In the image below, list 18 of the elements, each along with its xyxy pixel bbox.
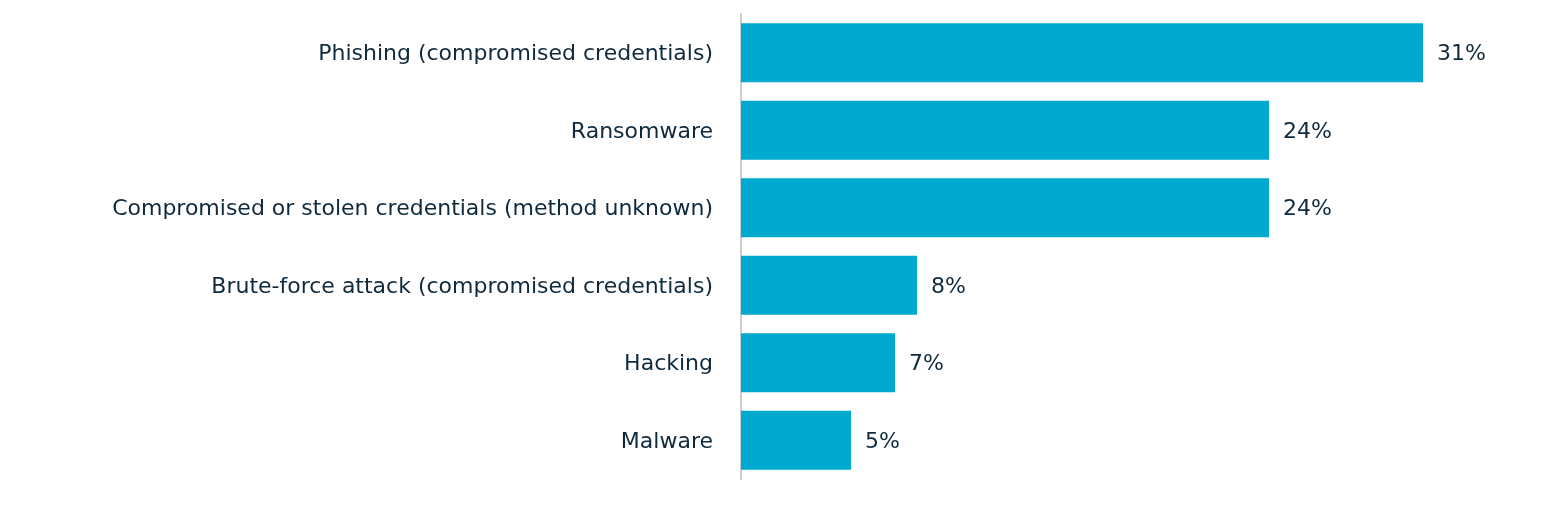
- data-label: 31%: [1437, 40, 1486, 66]
- y-tick-label: Malware: [620, 427, 713, 453]
- bar: [741, 410, 851, 470]
- y-tick-label: Hacking: [624, 350, 713, 376]
- data-label: 24%: [1283, 117, 1332, 143]
- bar: [741, 255, 917, 315]
- y-tick-label: Phishing (compromised credentials): [318, 40, 713, 66]
- bar: [741, 100, 1269, 160]
- data-label: 24%: [1283, 195, 1332, 221]
- data-label: 5%: [865, 427, 900, 453]
- bar: [741, 333, 895, 393]
- data-label: 8%: [931, 272, 966, 298]
- bar: [741, 178, 1269, 238]
- bar: [741, 23, 1423, 83]
- y-tick-label: Brute-force attack (compromised credentials): [211, 272, 713, 298]
- y-tick-label: Compromised or stolen credentials (method unknown): [112, 195, 713, 221]
- data-label: 7%: [909, 350, 944, 376]
- y-tick-label: Ransomware: [570, 117, 713, 143]
